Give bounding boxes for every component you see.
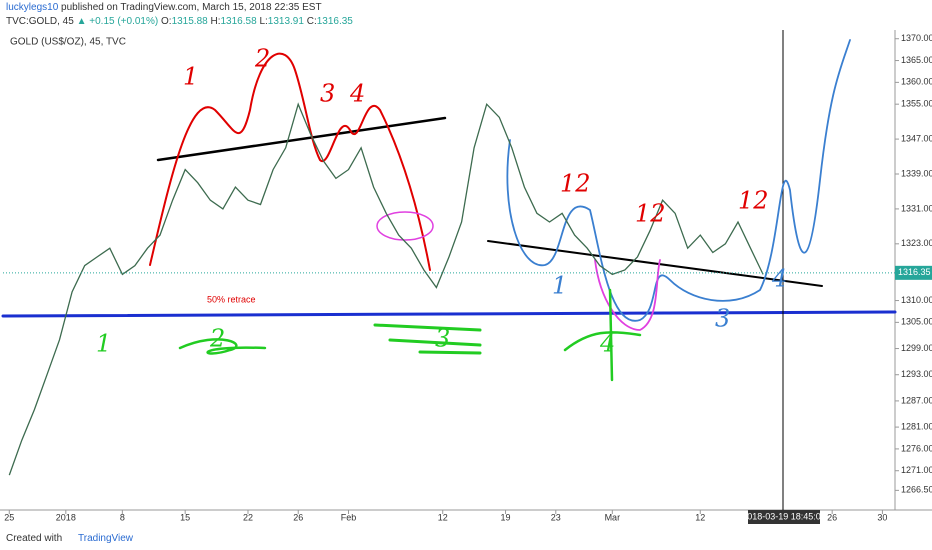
author[interactable]: luckylegs10 [6, 2, 59, 13]
annotation: 3 [320, 80, 335, 108]
x-tick-label: 23 [551, 512, 561, 522]
retrace-label: 50% retrace [207, 294, 256, 304]
x-tick-label: 25 [4, 512, 14, 522]
trendline [156, 116, 447, 162]
y-tick-label: 1370.00 [901, 33, 932, 43]
annotation: 1 [96, 330, 111, 358]
annotation: 1 [183, 63, 198, 91]
y-tick-label: 1266.50 [901, 485, 932, 495]
green-mark [563, 288, 642, 382]
annotation: 3 [435, 325, 450, 353]
y-tick-label: 1347.00 [901, 133, 932, 143]
x-tick-label: 19 [501, 512, 511, 522]
last-price-bg [895, 265, 932, 280]
l-value: 1313.91 [267, 16, 304, 27]
annotation: 2 [254, 45, 270, 73]
annotation: 12 [635, 200, 666, 228]
drawings [1, 30, 897, 511]
annotation: 1 [552, 272, 567, 300]
o-value: 1315.88 [171, 16, 208, 27]
annotation: 4 [771, 265, 787, 293]
x-tick-label: 26 [293, 512, 303, 522]
annotation: 12 [560, 170, 591, 198]
h-label: H: [210, 16, 221, 27]
y-tick-label: 1305.00 [901, 317, 932, 327]
x-tick-label: Mar [605, 512, 621, 522]
header: luckylegs10 published on TradingView.com… [0, 0, 932, 30]
trendline [487, 240, 823, 287]
y-tick-label: 1360.00 [901, 77, 932, 87]
brand[interactable]: TradingView [78, 533, 134, 544]
h-value: 1316.58 [220, 16, 257, 27]
support-line [1, 310, 897, 318]
symbol: TVC:GOLD, 45 [6, 16, 74, 27]
crosshair-label-bg [748, 510, 820, 524]
change: ▲ +0.15 (+0.01%) [76, 16, 159, 27]
y-tick-label: 1339.00 [901, 168, 932, 178]
x-tick-label: Feb [341, 512, 357, 522]
background [0, 30, 932, 528]
footer: Created with TradingView [0, 528, 932, 550]
c-label: C: [306, 16, 317, 27]
x-tick-label: 2018 [56, 512, 76, 522]
y-tick-label: 1323.00 [901, 238, 932, 248]
ohlc-line: TVC:GOLD, 45 ▲ +0.15 (+0.01%) O:1315.88 … [6, 16, 353, 27]
green-mark [178, 338, 267, 355]
y-tick-label: 1271.00 [901, 465, 932, 475]
o-label: O: [161, 16, 172, 27]
x-tick-label: 8 [120, 512, 125, 522]
crosshair-label: 2018-03-19 18:45:00 [742, 511, 826, 521]
published: published on TradingView.com, March 15, … [61, 2, 322, 13]
blue-path [506, 39, 851, 322]
chart: GOLD (US$/OZ), 45, TVC 50% retrace 2018-… [0, 30, 932, 528]
circle [376, 211, 434, 241]
annotation: 3 [715, 305, 730, 333]
x-tick-label: 12 [695, 512, 705, 522]
y-tick-label: 1365.00 [901, 55, 932, 65]
publish-line: luckylegs10 published on TradingView.com… [6, 2, 322, 13]
pink-path [594, 259, 661, 331]
price-line [8, 102, 764, 476]
x-tick-label: 30 [877, 512, 887, 522]
annotation: 4 [349, 80, 365, 108]
red-wave [149, 52, 431, 271]
y-tick-label: 1276.00 [901, 443, 932, 453]
chart-title: GOLD (US$/OZ), 45, TVC [10, 37, 126, 48]
x-tick-label: 22 [243, 512, 253, 522]
y-tick-label: 1299.00 [901, 343, 932, 353]
y-tick-label: 1293.00 [901, 369, 932, 379]
x-tick-label: 12 [438, 512, 448, 522]
x-tick-label: 26 [827, 512, 837, 522]
green-mark [373, 323, 482, 355]
y-tick-label: 1331.00 [901, 203, 932, 213]
annotation: 4 [599, 330, 615, 358]
annotation: 12 [738, 187, 769, 215]
l-label: L: [259, 16, 268, 27]
y-tick-label: 1310.00 [901, 295, 932, 305]
c-value: 1316.35 [316, 16, 353, 27]
y-tick-label: 1355.00 [901, 99, 932, 109]
y-tick-label: 1281.00 [901, 421, 932, 431]
annotation: 2 [209, 325, 225, 353]
y-tick-label: 1287.00 [901, 395, 932, 405]
last-price-label: 1316.35 [898, 267, 931, 277]
created-with: Created with [6, 533, 63, 544]
x-tick-label: 15 [180, 512, 190, 522]
